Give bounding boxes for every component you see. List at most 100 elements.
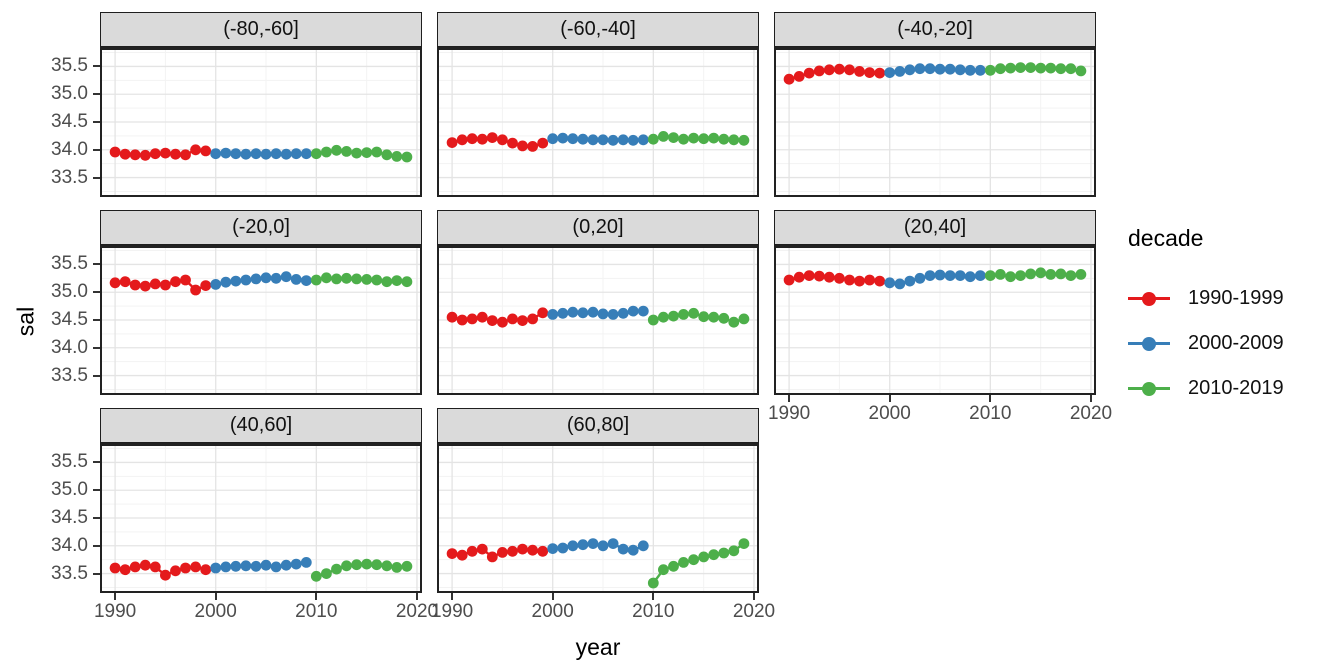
y-tick-label: 33.5 — [51, 364, 88, 386]
x-tick-label: 2010 — [632, 601, 675, 622]
y-tick-mark — [93, 544, 100, 547]
legend-entry-label: 2010-2019 — [1188, 377, 1284, 399]
y-tick-label: 34.0 — [51, 336, 88, 358]
x-tick-label: 1990 — [767, 403, 811, 424]
y-tick-mark — [93, 176, 100, 179]
y-tick-mark — [93, 263, 100, 266]
facet-strip-label: (-20,0] — [232, 216, 290, 238]
facet-panel — [437, 47, 759, 197]
x-tick-mark — [551, 593, 554, 600]
facet-strip: (-60,-40] — [437, 12, 759, 47]
legend-entry: 2010-2019 — [1128, 366, 1338, 411]
facet-strip: (40,60] — [100, 408, 422, 443]
facet-strip-label: (-60,-40] — [560, 18, 636, 40]
legend-entry-label: 2000-2009 — [1188, 332, 1284, 354]
x-axis-title: year — [575, 634, 621, 660]
y-tick-mark — [93, 319, 100, 321]
legend-key-dot — [1142, 336, 1156, 351]
x-tick-label: 2000 — [194, 601, 237, 622]
y-tick-label: 35.5 — [51, 253, 88, 275]
y-tick-label: 35.5 — [51, 451, 88, 473]
x-tick-label: 2010 — [969, 403, 1012, 424]
facet-strip: (-40,-20] — [774, 12, 1096, 47]
x-tick-label: 1990 — [93, 601, 137, 622]
y-tick-label: 34.5 — [51, 507, 88, 528]
facet-strip: (60,80] — [437, 408, 759, 443]
data-points — [446, 538, 750, 589]
y-tick-label: 34.0 — [51, 138, 88, 160]
x-tick-mark — [788, 395, 791, 402]
facet-strip-label: (40,60] — [229, 414, 293, 436]
y-tick-label: 35.5 — [51, 55, 88, 77]
x-tick-mark — [753, 593, 755, 600]
y-tick-mark — [93, 572, 100, 575]
legend: decade 1990-1999 2000-2009 2010-2019 — [1128, 225, 1338, 411]
y-tick-mark — [93, 65, 100, 68]
x-tick-label: 2020 — [395, 601, 439, 622]
x-tick-label: 2020 — [732, 601, 776, 622]
x-tick-mark — [451, 593, 454, 600]
y-tick-mark — [93, 517, 100, 519]
facet-strip: (-20,0] — [100, 210, 422, 245]
y-tick-mark — [93, 148, 100, 151]
facet-panel — [437, 245, 759, 395]
legend-key-icon — [1128, 381, 1170, 397]
legend-entry: 1990-1999 — [1128, 276, 1338, 321]
y-tick-label: 33.5 — [51, 166, 88, 188]
y-tick-mark — [93, 93, 100, 96]
y-tick-mark — [93, 489, 100, 492]
y-tick-label: 34.0 — [51, 534, 88, 556]
legend-key-icon — [1128, 291, 1170, 307]
x-tick-mark — [888, 395, 891, 402]
y-tick-mark — [93, 291, 100, 294]
x-tick-mark — [989, 395, 992, 402]
facet-strip-label: (-40,-20] — [897, 18, 973, 40]
x-tick-mark — [416, 593, 418, 600]
facet-strip-label: (20,40] — [903, 216, 967, 238]
y-tick-mark — [93, 346, 100, 349]
data-points — [109, 271, 413, 296]
facet-strip-label: (60,80] — [566, 414, 630, 436]
y-axis-title: sal — [12, 306, 39, 337]
facet-strip-label: (0,20] — [572, 216, 624, 238]
x-tick-mark — [214, 593, 217, 600]
facet-panel — [774, 245, 1096, 395]
y-tick-mark — [93, 461, 100, 464]
facet-strip-label: (-80,-60] — [223, 18, 299, 40]
y-tick-mark — [93, 374, 100, 377]
x-tick-label: 2000 — [531, 601, 574, 622]
x-tick-mark — [114, 593, 117, 600]
legend-entry: 2000-2009 — [1128, 321, 1338, 366]
y-tick-label: 35.0 — [51, 479, 88, 501]
y-tick-mark — [93, 121, 100, 123]
facet-strip: (0,20] — [437, 210, 759, 245]
facet-panel — [100, 245, 422, 395]
x-tick-mark — [652, 593, 655, 600]
x-tick-label: 2010 — [295, 601, 338, 622]
x-tick-label: 2020 — [1069, 403, 1113, 424]
data-points — [783, 267, 1087, 290]
facet-panel — [100, 443, 422, 593]
data-points — [109, 144, 413, 163]
facet-strip: (20,40] — [774, 210, 1096, 245]
legend-entry-label: 1990-1999 — [1188, 287, 1284, 309]
data-points — [446, 305, 750, 328]
y-tick-label: 34.5 — [51, 111, 88, 132]
y-tick-label: 35.0 — [51, 83, 88, 105]
x-tick-label: 1990 — [430, 601, 474, 622]
y-tick-label: 34.5 — [51, 309, 88, 330]
data-points — [783, 62, 1087, 85]
legend-key-dot — [1142, 381, 1156, 396]
facet-panel — [100, 47, 422, 197]
facet-panel — [774, 47, 1096, 197]
facet-strip: (-80,-60] — [100, 12, 422, 47]
legend-key-dot — [1142, 291, 1156, 306]
data-points — [446, 131, 750, 152]
x-tick-mark — [1090, 395, 1092, 402]
legend-entries: 1990-1999 2000-2009 2010-2019 — [1128, 276, 1338, 411]
facet-panel — [437, 443, 759, 593]
x-tick-label: 2000 — [868, 403, 911, 424]
legend-key-icon — [1128, 336, 1170, 352]
y-tick-label: 35.0 — [51, 281, 88, 303]
